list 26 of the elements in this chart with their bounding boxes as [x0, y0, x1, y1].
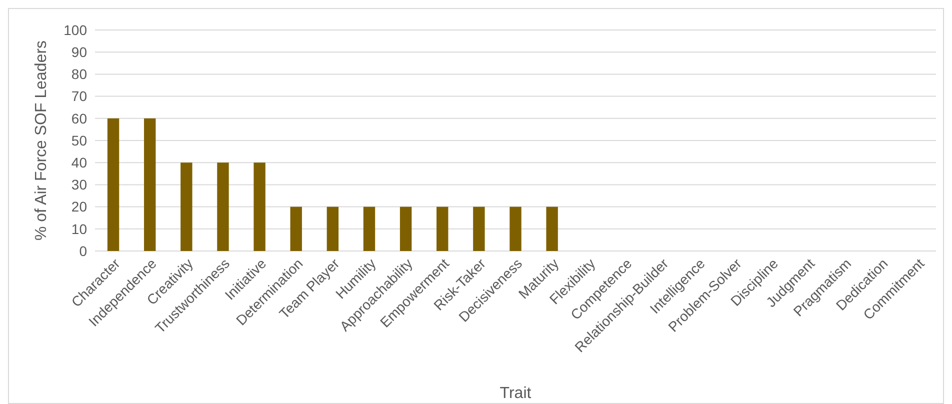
bar: [400, 206, 412, 251]
y-tick-label: 80: [71, 66, 88, 82]
x-axis-title: Trait: [500, 385, 532, 402]
bar: [107, 118, 120, 251]
bar: [546, 206, 558, 251]
y-axis-title: % of Air Force SOF Leaders: [33, 40, 50, 241]
y-tick-label: 50: [71, 132, 88, 148]
bar: [510, 206, 522, 251]
bar: [363, 206, 376, 251]
bar: [180, 162, 192, 251]
y-tick-label: 20: [71, 198, 88, 215]
y-tick-label: 40: [71, 154, 88, 170]
bar: [290, 206, 302, 251]
y-tick-label: 100: [64, 22, 88, 38]
y-tick-label: 30: [71, 176, 88, 193]
bar: [473, 206, 485, 251]
y-tick-label: 10: [71, 220, 88, 237]
y-tick-label: 90: [71, 44, 88, 60]
bar: [436, 206, 448, 251]
y-tick-label: 60: [71, 110, 88, 126]
bar: [254, 162, 266, 251]
bar: [144, 118, 156, 251]
bar: [217, 162, 229, 251]
bar: [326, 206, 339, 251]
y-tick-label: 70: [71, 88, 88, 104]
y-tick-label: 0: [79, 242, 88, 259]
